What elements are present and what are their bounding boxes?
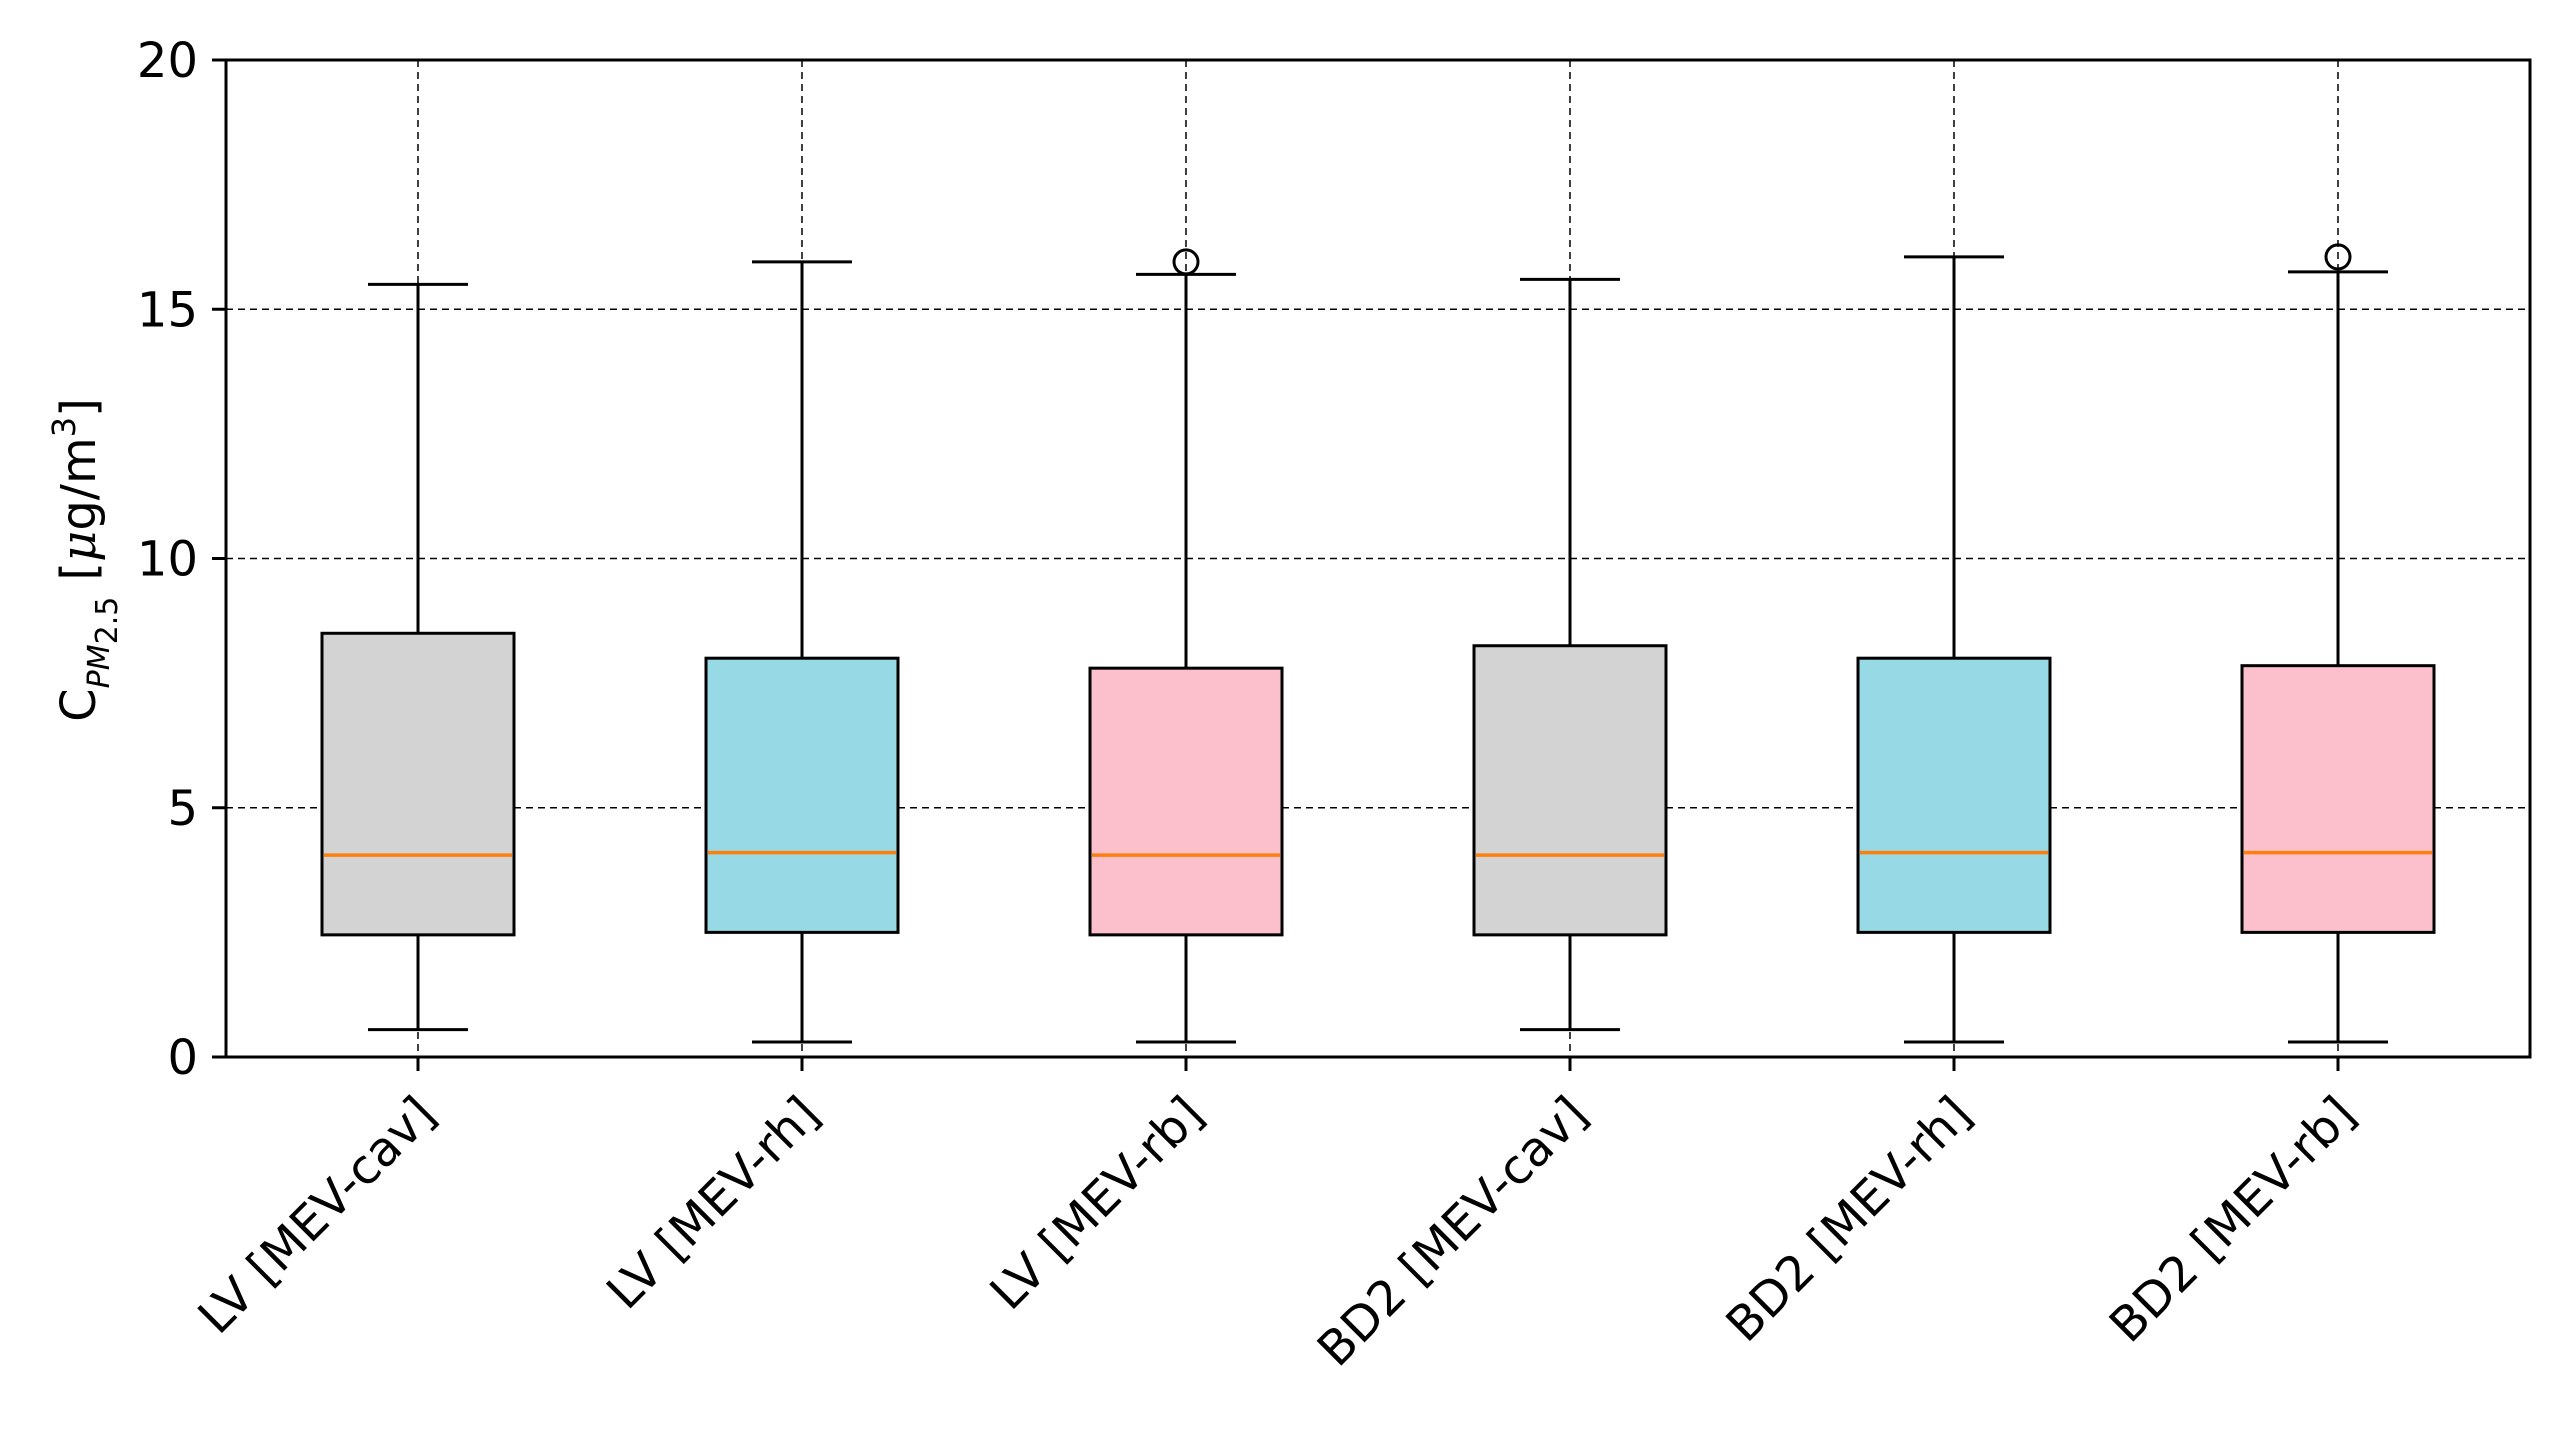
grid-layer (226, 60, 2530, 1057)
x-tick-label: BD2 [MEV-cav] (1307, 1086, 1599, 1378)
y-tick-label: 0 (167, 1030, 198, 1086)
y-label-unit-mu: μ (51, 531, 107, 562)
box-body (320, 631, 516, 937)
y-tick-label: 15 (137, 282, 198, 338)
box-body (1856, 656, 2052, 934)
box-group (1088, 248, 1284, 1044)
y-tick-label: 10 (137, 532, 198, 588)
box-body (1472, 644, 1668, 937)
x-tick-label: BD2 [MEV-rb] (2099, 1086, 2367, 1354)
outlier-point (2324, 243, 2352, 271)
x-tick-label: LV [MEV-cav] (187, 1086, 446, 1345)
box-group (704, 260, 900, 1044)
box-body (704, 656, 900, 934)
outlier-point (1172, 248, 1200, 276)
y-axis-label: CPM2.5 [μg/m3] (45, 398, 125, 722)
y-label-unit-main: g/m (51, 437, 107, 530)
y-tick-label: 5 (167, 781, 198, 837)
box-body (1088, 666, 1284, 937)
x-tick-label: BD2 [MEV-rh] (1716, 1086, 1983, 1353)
x-tick-label: LV [MEV-rh] (596, 1086, 830, 1320)
y-label-unit-close: ] (51, 398, 107, 417)
x-tick-label: LV [MEV-rb] (980, 1086, 1215, 1321)
box-group (1472, 277, 1668, 1032)
y-label-subscript: PM (82, 644, 117, 688)
y-label-unit-open: [ (51, 562, 107, 581)
y-tick-label: 20 (137, 33, 198, 89)
box-group (1856, 255, 2052, 1044)
y-label-unit-sup: 3 (45, 417, 83, 437)
boxes-layer (320, 243, 2436, 1044)
y-label-symbol: C (51, 688, 107, 722)
box-group (320, 282, 516, 1032)
box-body (2240, 664, 2436, 934)
box-group (2240, 243, 2436, 1044)
y-label-subscript-sub: 2.5 (90, 597, 125, 645)
